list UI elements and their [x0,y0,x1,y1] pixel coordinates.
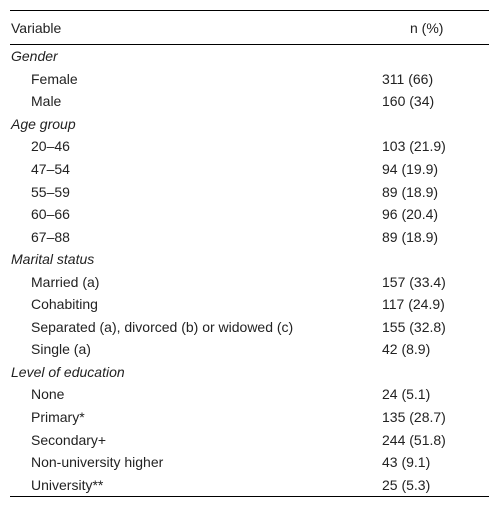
value-cell: 94 (19.9) [382,161,439,177]
value-cell: 311 (66) [382,70,434,87]
value-cell: 157 (33.4) [382,273,446,290]
variable-cell: Non-university higher [31,454,164,471]
value-cell: 117 (24.9) [382,296,445,313]
header-row: Variable n (%) [10,11,489,45]
header-cell: n (%) [410,19,444,36]
value-cell: 25 (5.3) [382,476,431,493]
table: Variable n (%) Gender Female 311 (66) Male 1… [10,10,489,497]
data-row: 60–66 96 (20.4) [10,203,489,226]
variable-cell: 67–88 [31,228,70,245]
group-row: Level of education [10,361,489,384]
value-cell: 42 (8.9) [382,341,431,358]
header-cell: Variable [11,19,62,36]
value-cell: 24 (5.1) [382,386,431,403]
variable-cell: Separated (a), divorced (b) or widowed (… [31,318,294,335]
variable-cell: 20–46 [31,138,70,155]
value-cell: 155 (32.8) [382,318,446,335]
value-cell: 89 (18.9) [382,183,439,200]
group-row: Age group [10,113,489,136]
data-row: None 24 (5.1) [10,383,489,406]
value-cell: 244 (51.8) [382,431,446,448]
variable-cell: 55–59 [31,183,70,200]
data-row: 47–54 94 (19.9) [10,158,489,181]
value-cell: 135 (28.7) [382,409,446,426]
data-row: Non-university higher 43 (9.1) [10,451,489,474]
value-cell: 160 (34) [382,93,435,110]
variable-cell: Married (a) [31,273,100,290]
variable-cell: Single (a) [31,341,91,358]
variable-cell: University** [31,476,104,493]
data-row: Single (a) 42 (8.9) [10,338,489,361]
data-row: Separated (a), divorced (b) or widowed (… [10,316,489,339]
variable-cell: Female [31,70,78,87]
group-row: Gender [10,45,489,68]
group-title: Marital status [11,251,95,268]
variable-cell: None [31,386,65,403]
variable-cell: Primary* [31,409,85,426]
group-title: Level of education [11,363,125,380]
data-row: Female 311 (66) [10,68,489,91]
data-row: 55–59 89 (18.9) [10,180,489,203]
data-row: 67–88 89 (18.9) [10,225,489,248]
group-title: Gender [11,48,58,65]
variable-cell: Male [31,93,62,110]
data-row: Primary* 135 (28.7) [10,406,489,429]
variable-cell: Secondary+ [31,431,107,448]
data-row: Male 160 (34) [10,90,489,113]
variable-cell: Cohabiting [31,296,98,313]
data-row: Secondary+ 244 (51.8) [10,428,489,451]
data-row: Married (a) 157 (33.4) [10,270,489,293]
data-row: University** 25 (5.3) [10,473,489,496]
value-cell: 89 (18.9) [382,228,439,245]
variable-cell: 60–66 [31,206,70,223]
data-row: 20–46 103 (21.9) [10,135,489,158]
value-cell: 96 (20.4) [382,206,439,223]
value-cell: 43 (9.1) [382,454,431,471]
variable-cell: 47–54 [31,161,70,177]
group-title: Age group [11,115,76,132]
value-cell: 103 (21.9) [382,138,446,155]
data-row: Cohabiting 117 (24.9) [10,293,489,316]
group-row: Marital status [10,248,489,271]
